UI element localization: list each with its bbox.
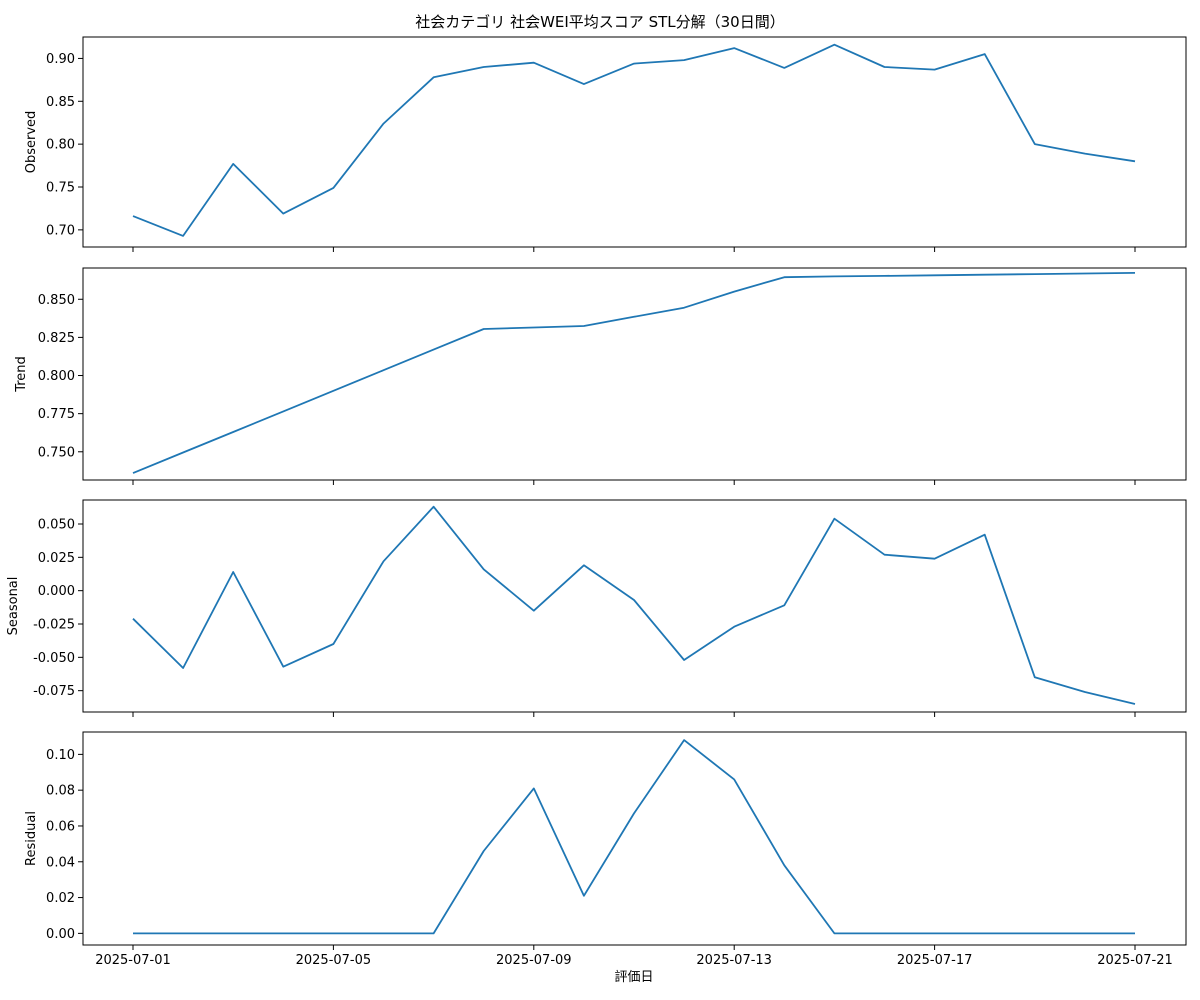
residual-y-tick-label: 0.04 <box>46 855 75 870</box>
seasonal-y-tick-label: 0.025 <box>38 551 75 566</box>
trend-y-tick-label: 0.775 <box>38 407 75 422</box>
residual-axis-label: Residual <box>24 811 39 866</box>
residual-y-tick-label: 0.06 <box>46 819 75 834</box>
seasonal-y-tick-label: 0.000 <box>38 584 75 599</box>
residual-series-line <box>133 739 1135 935</box>
seasonal-series-line <box>132 505 1136 705</box>
observed-y-tick-label: 0.90 <box>46 52 75 67</box>
trend-y-tick-label: 0.800 <box>38 369 75 384</box>
seasonal-y-tick-label: -0.075 <box>33 684 75 699</box>
residual-y-tick-label: 0.00 <box>46 927 75 942</box>
trend-y-tick-label: 0.850 <box>38 293 75 308</box>
trend-series-line <box>132 272 1136 474</box>
observed-y-tick-label: 0.85 <box>46 95 75 110</box>
trend-panel-frame <box>82 267 1187 481</box>
x-tick-label: 2025-07-05 <box>296 953 372 968</box>
seasonal-y-tick-label: 0.050 <box>38 518 75 533</box>
residual-y-tick-label: 0.08 <box>46 784 75 799</box>
x-tick-label: 2025-07-01 <box>95 953 171 968</box>
seasonal-panel-frame <box>82 499 1187 713</box>
observed-series-line <box>132 43 1136 237</box>
observed-y-tick-label: 0.70 <box>46 223 75 238</box>
observed-panel-frame <box>82 36 1187 248</box>
observed-axis-label: Observed <box>24 111 39 174</box>
observed-y-tick-label: 0.80 <box>46 138 75 153</box>
chart-title: 社会カテゴリ 社会WEI平均スコア STL分解（30日間） <box>415 13 785 31</box>
seasonal-axis-label: Seasonal <box>6 577 21 636</box>
trend-y-tick-label: 0.750 <box>38 445 75 460</box>
observed-y-tick-label: 0.75 <box>46 181 75 196</box>
x-tick-label: 2025-07-17 <box>897 953 973 968</box>
x-axis-label: 評価日 <box>614 970 654 985</box>
x-tick-label: 2025-07-21 <box>1097 953 1173 968</box>
residual-y-tick-label: 0.10 <box>46 748 75 763</box>
x-tick-label: 2025-07-13 <box>696 953 772 968</box>
seasonal-y-tick-label: -0.025 <box>33 618 75 633</box>
residual-panel-frame <box>82 731 1187 946</box>
residual-y-tick-label: 0.02 <box>46 891 75 906</box>
trend-axis-label: Trend <box>14 356 29 393</box>
seasonal-y-tick-label: -0.050 <box>33 651 75 666</box>
x-tick-label: 2025-07-09 <box>496 953 572 968</box>
trend-y-tick-label: 0.825 <box>38 331 75 346</box>
